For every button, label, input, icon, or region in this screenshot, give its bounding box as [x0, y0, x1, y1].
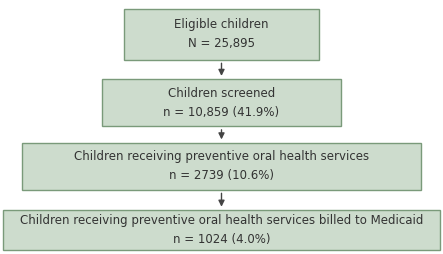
FancyBboxPatch shape: [22, 143, 421, 190]
FancyBboxPatch shape: [102, 79, 341, 126]
Text: Children screened
n = 10,859 (41.9%): Children screened n = 10,859 (41.9%): [163, 87, 280, 119]
FancyBboxPatch shape: [4, 210, 439, 249]
Text: Children receiving preventive oral health services
n = 2739 (10.6%): Children receiving preventive oral healt…: [74, 150, 369, 182]
Text: Eligible children
N = 25,895: Eligible children N = 25,895: [174, 18, 269, 50]
FancyBboxPatch shape: [124, 9, 319, 60]
Text: Children receiving preventive oral health services billed to Medicaid
n = 1024 (: Children receiving preventive oral healt…: [20, 214, 423, 246]
